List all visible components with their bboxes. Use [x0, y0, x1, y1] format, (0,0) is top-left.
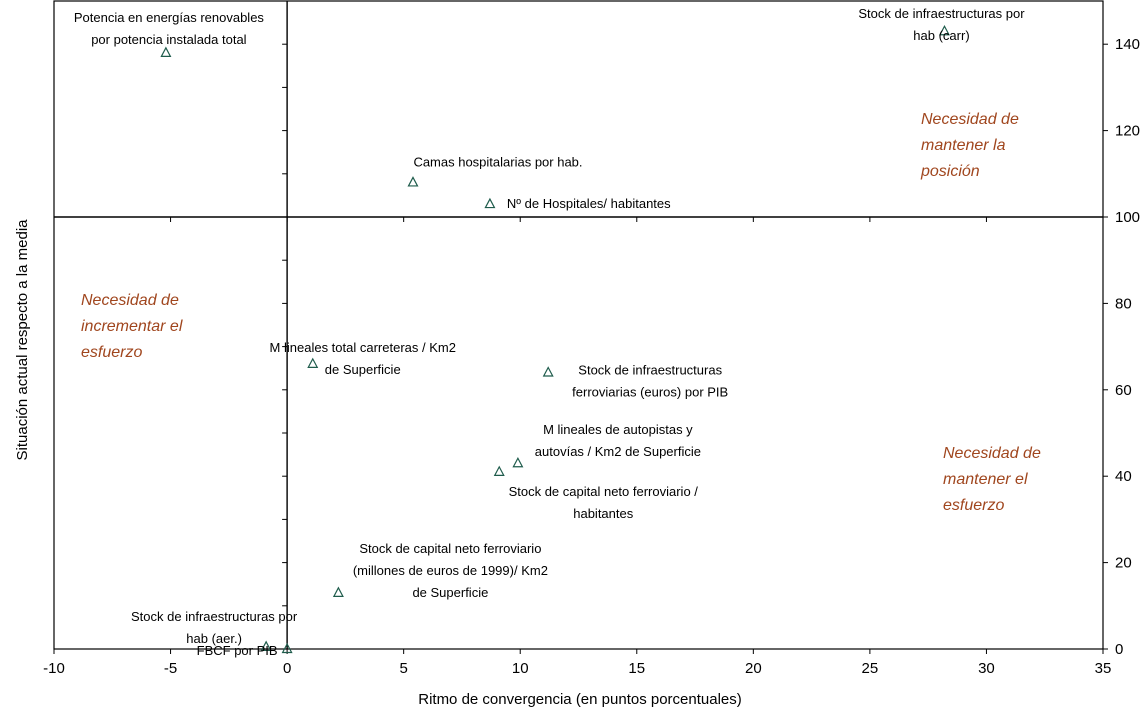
x-axis-title: Ritmo de convergencia (en puntos porcent…: [418, 691, 742, 708]
data-point-label: Stock de infraestructuras por hab (carr): [858, 6, 1025, 43]
data-point-marker: [332, 586, 344, 597]
y-tick-label: 40: [1115, 468, 1132, 485]
quadrant-label: Necesidad de incrementar el esfuerzo: [81, 292, 183, 361]
data-point-marker: [493, 465, 505, 476]
plot-frame: [53, 0, 1104, 650]
x-tick-label: -10: [43, 660, 65, 677]
data-point-marker: [260, 640, 272, 651]
x-tick-label: -5: [164, 660, 177, 677]
x-tick-label: 30: [978, 660, 995, 677]
x-tick-label: 35: [1095, 660, 1112, 677]
data-point-label: Potencia en energías renovables por poten…: [74, 10, 265, 47]
data-point-marker: [542, 366, 554, 377]
data-point-label: M lineales de autopistas y autovías / Km2…: [535, 422, 701, 459]
data-point-label: Stock de infraestructuras por hab (aer.): [131, 609, 298, 646]
x-tick-label: 20: [745, 660, 762, 677]
point-labels: Potencia en energías renovables por poten…: [74, 6, 1025, 658]
y-tick-label: 80: [1115, 295, 1132, 312]
y-tick-label: 60: [1115, 382, 1132, 399]
data-point-label: Camas hospitalarias por hab.: [413, 154, 582, 169]
x-tick-label: 15: [628, 660, 645, 677]
quadrant-labels: Necesidad de mantener la posición Necesidad…: [81, 111, 1041, 514]
data-point-marker: [407, 176, 419, 187]
data-point-label: FBCF por PIB: [197, 643, 278, 658]
y-tick-label: 20: [1115, 555, 1132, 572]
data-points: [160, 24, 950, 654]
data-point-marker: [512, 456, 524, 468]
data-point-marker: [938, 24, 950, 36]
y-tick-label: 140: [1115, 36, 1140, 53]
x-tick-label: 0: [283, 660, 291, 677]
quadrant-label: Necesidad de mantener el esfuerzo: [943, 445, 1041, 514]
data-point-label: Stock de infraestructuras ferroviarias (e…: [572, 363, 728, 400]
data-point-marker: [281, 642, 293, 654]
data-point-marker: [307, 357, 319, 368]
y-tick-label: 0: [1115, 641, 1123, 658]
x-tick-label: 5: [399, 660, 407, 677]
axes: [53, 0, 1108, 654]
quadrant-label: Necesidad de mantener la posición: [920, 111, 1019, 180]
y-tick-label: 100: [1115, 209, 1140, 226]
data-point-label: M lineales total carreteras / Km2 de Supe…: [270, 340, 456, 377]
x-tick-label: 25: [862, 660, 879, 677]
data-point-label: Stock de capital neto ferroviario / habit…: [509, 484, 699, 521]
data-point-marker: [484, 197, 496, 209]
data-point-label: Stock de capital neto ferroviario (millon…: [353, 541, 548, 600]
data-point-label: Nº de Hospitales/ habitantes: [507, 196, 671, 211]
plot-border: [53, 0, 1104, 650]
y-tick-label: 120: [1115, 123, 1140, 140]
data-point-marker: [160, 46, 172, 57]
y-axis-title: Situación actual respecto a la media: [14, 219, 31, 461]
x-tick-label: 10: [512, 660, 529, 677]
